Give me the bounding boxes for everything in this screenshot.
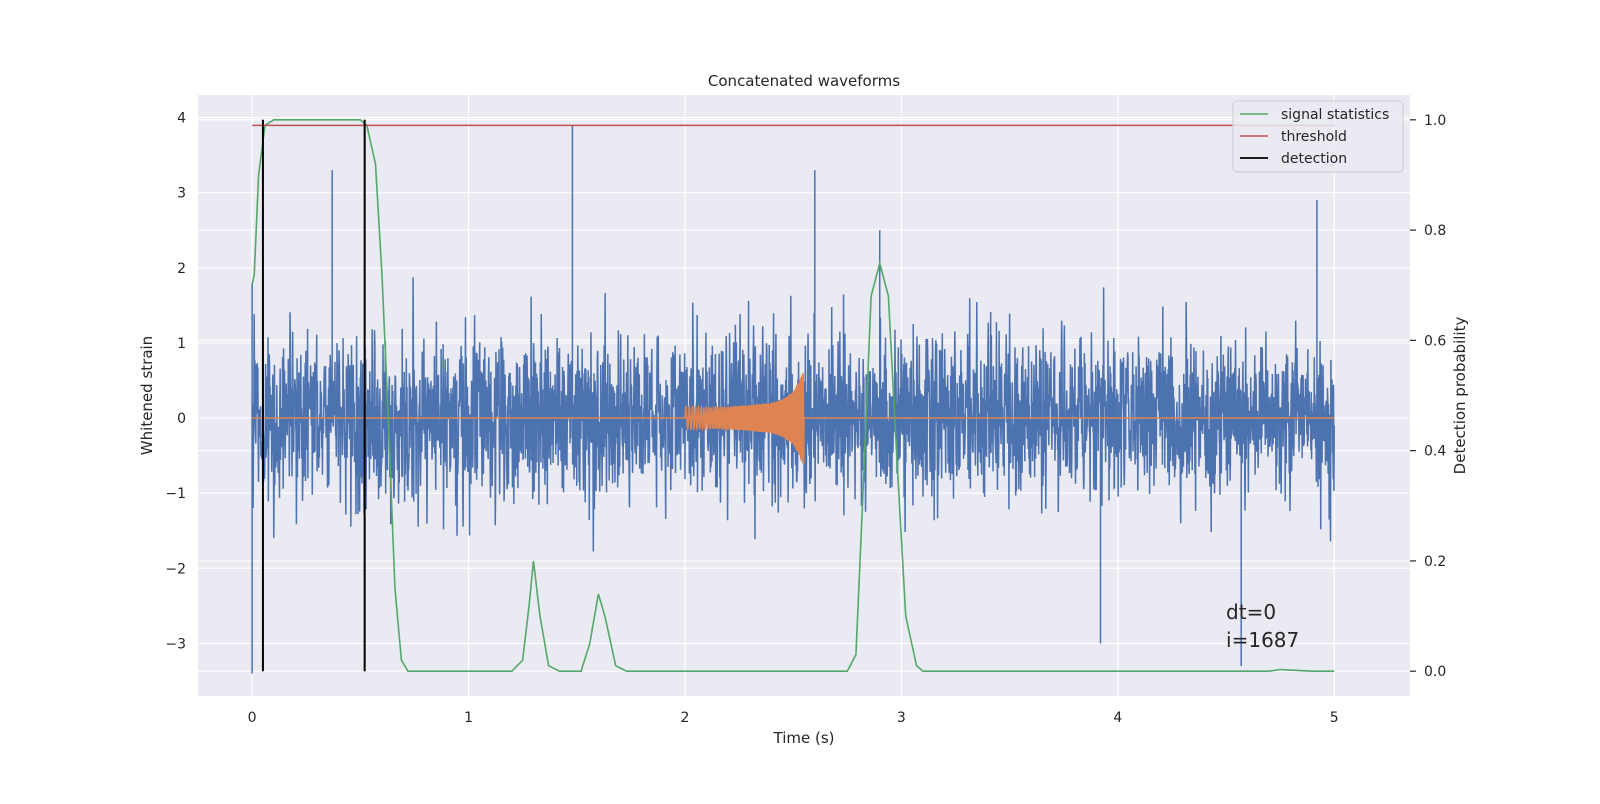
legend-box: [1232, 100, 1404, 173]
y-right-tick-label: 0.0: [1424, 664, 1446, 680]
y-left-tick-label: 1: [177, 336, 186, 352]
x-tick-label: 5: [1330, 710, 1339, 726]
y-axis-left-label: Whitened strain: [138, 336, 156, 455]
y-left-tick-label: −1: [165, 486, 186, 502]
y-axis-right-label: Detection probability: [1451, 317, 1469, 475]
x-axis-label: Time (s): [773, 729, 835, 747]
y-left-tick-label: 0: [177, 411, 186, 427]
chart-annotation: dt=0 i=1687: [1226, 600, 1299, 652]
series-layer: [251, 119, 1335, 674]
annotation-index: i=1687: [1226, 628, 1299, 652]
y-left-tick-label: 3: [177, 186, 186, 202]
legend-label-detection: detection: [1281, 151, 1347, 167]
x-tick-label: 4: [1113, 710, 1122, 726]
x-tick-label: 3: [897, 710, 906, 726]
y-axis-left-ticks: −3 −2 −1 0 1 2 3 4: [165, 111, 186, 653]
y-left-tick-label: 4: [177, 111, 186, 127]
y-right-tick-label: 1.0: [1424, 113, 1446, 129]
y-left-tick-label: −2: [165, 561, 186, 577]
annotation-dt: dt=0: [1226, 600, 1276, 624]
detection-series: [261, 119, 366, 672]
y-axis-right-ticks: 0.0 0.2 0.4 0.6 0.8 1.0: [1410, 113, 1446, 680]
y-left-tick-label: −3: [165, 636, 186, 652]
signal-statistics-series: [251, 119, 1335, 672]
legend-label-threshold: threshold: [1281, 129, 1347, 145]
y-right-tick-label: 0.4: [1424, 444, 1446, 460]
y-right-tick-label: 0.8: [1424, 223, 1446, 239]
injected-waveform-series: [252, 372, 1335, 465]
y-right-tick-label: 0.6: [1424, 333, 1446, 349]
chart-title: Concatenated waveforms: [708, 72, 900, 90]
x-axis-ticks: 0 1 2 3 4 5: [248, 710, 1339, 726]
legend-label-signal-statistics: signal statistics: [1281, 107, 1389, 123]
x-tick-label: 1: [464, 710, 473, 726]
x-tick-label: 0: [248, 710, 257, 726]
y-right-tick-label: 0.2: [1424, 554, 1446, 570]
x-tick-label: 2: [681, 710, 690, 726]
legend: signal statistics threshold detection: [1232, 100, 1404, 173]
y-left-tick-label: 2: [177, 261, 186, 277]
